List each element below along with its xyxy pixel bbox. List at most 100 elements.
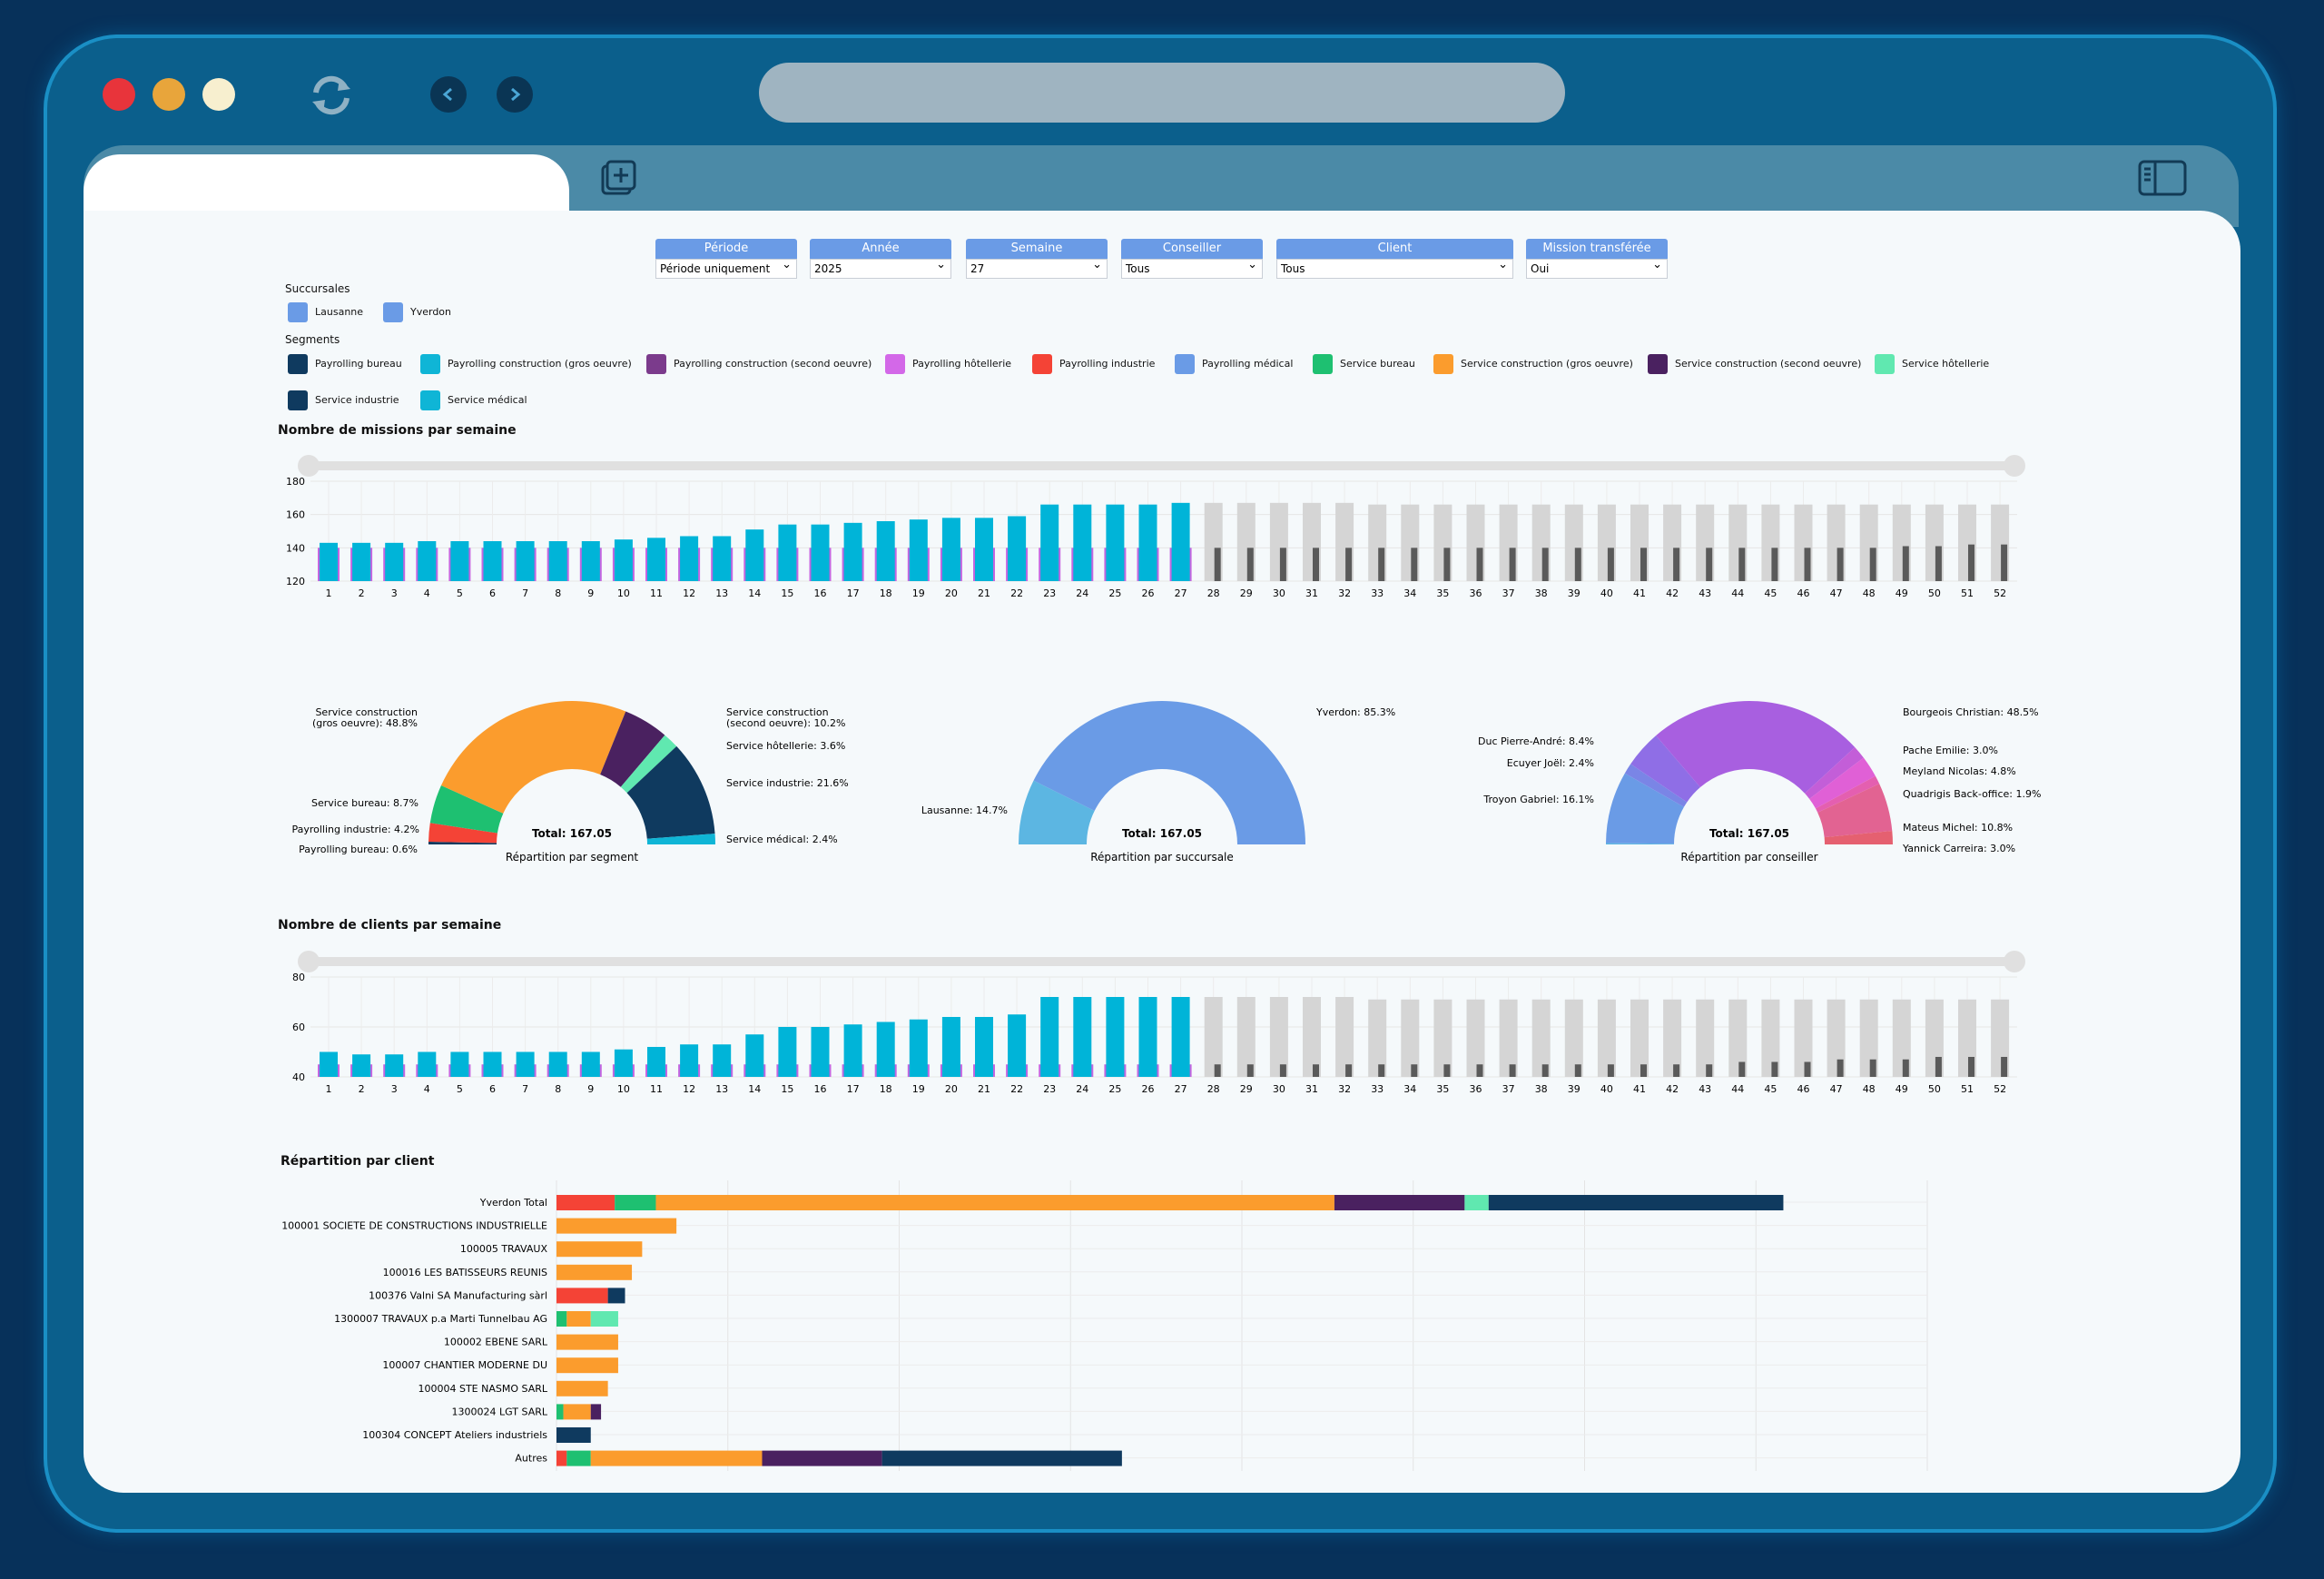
client-bar-segment[interactable]: [556, 1311, 567, 1327]
segment-legend-item[interactable]: Service hôtellerie: [1875, 354, 1989, 374]
previous-bar[interactable]: [1902, 1059, 1909, 1077]
url-bar[interactable]: [759, 63, 1565, 123]
donut-slice[interactable]: [1817, 784, 1893, 838]
client-bar-segment[interactable]: [1334, 1195, 1465, 1210]
previous-bar[interactable]: [1509, 548, 1516, 581]
week-bar[interactable]: [811, 1027, 830, 1077]
segment-legend-item[interactable]: Payrolling médical: [1175, 354, 1293, 374]
week-bar[interactable]: [1106, 504, 1125, 581]
donut-slice[interactable]: [1606, 773, 1684, 844]
week-bar[interactable]: [483, 1051, 502, 1078]
week-bar[interactable]: [581, 1051, 600, 1078]
client-bar-segment[interactable]: [1488, 1195, 1784, 1210]
week-bar[interactable]: [1138, 504, 1157, 581]
week-bar[interactable]: [1564, 999, 1583, 1077]
week-bar[interactable]: [745, 529, 764, 581]
week-bar[interactable]: [1597, 999, 1616, 1077]
donut-slice[interactable]: [428, 823, 497, 844]
refresh-icon[interactable]: [309, 73, 354, 118]
previous-bar[interactable]: [1902, 546, 1909, 582]
week-bar[interactable]: [418, 1051, 437, 1078]
week-bar[interactable]: [1073, 504, 1092, 581]
donut-slice[interactable]: [600, 711, 665, 787]
client-bar-segment[interactable]: [607, 1288, 625, 1304]
succursale-legend-item[interactable]: Lausanne: [288, 302, 363, 322]
week-bar[interactable]: [418, 541, 437, 581]
succursale-legend-item[interactable]: Yverdon: [383, 302, 451, 322]
new-tab-icon[interactable]: [599, 159, 637, 197]
donut-slice[interactable]: [1033, 701, 1305, 844]
week-bar[interactable]: [876, 1021, 895, 1078]
week-bar[interactable]: [450, 1051, 469, 1078]
week-bar[interactable]: [1433, 999, 1452, 1077]
filter-select[interactable]: Période uniquement: [655, 256, 797, 279]
previous-bar[interactable]: [1443, 1064, 1451, 1077]
week-bar[interactable]: [1073, 997, 1092, 1077]
client-bar-segment[interactable]: [556, 1288, 608, 1304]
donut-slice[interactable]: [440, 701, 626, 814]
week-bar[interactable]: [975, 1017, 993, 1077]
donut-slice[interactable]: [1805, 746, 1864, 799]
week-bar[interactable]: [320, 1051, 338, 1078]
client-bar-segment[interactable]: [1464, 1195, 1489, 1210]
segment-legend-item[interactable]: Payrolling construction (second oeuvre): [646, 354, 872, 374]
week-bar[interactable]: [1236, 997, 1256, 1077]
week-bar[interactable]: [1008, 516, 1027, 582]
week-bar[interactable]: [614, 539, 633, 581]
donut-slice[interactable]: [1630, 735, 1700, 803]
week-bar[interactable]: [745, 1034, 764, 1077]
previous-bar[interactable]: [1214, 1064, 1221, 1077]
donut-slice[interactable]: [1656, 700, 1856, 794]
back-button[interactable]: [430, 76, 467, 113]
week-bar[interactable]: [647, 538, 665, 581]
client-bar-segment[interactable]: [615, 1195, 656, 1210]
segment-legend-item[interactable]: Service construction (second oeuvre): [1648, 354, 1861, 374]
previous-bar[interactable]: [1313, 548, 1319, 581]
week-bar[interactable]: [713, 536, 732, 582]
previous-bar[interactable]: [1706, 1064, 1713, 1077]
week-bar[interactable]: [778, 524, 797, 581]
previous-bar[interactable]: [2001, 1057, 2008, 1077]
week-bar[interactable]: [713, 1044, 732, 1077]
client-bar-segment[interactable]: [655, 1195, 1334, 1210]
previous-bar[interactable]: [2001, 544, 2008, 581]
segment-legend-item[interactable]: Payrolling construction (gros oeuvre): [420, 354, 632, 374]
week-bar[interactable]: [581, 541, 600, 581]
previous-bar[interactable]: [1968, 544, 1974, 581]
week-bar[interactable]: [1008, 1014, 1027, 1077]
week-bar[interactable]: [548, 1051, 567, 1078]
previous-bar[interactable]: [1411, 548, 1418, 581]
range-slider-handle-right[interactable]: [2004, 455, 2025, 477]
client-bar-segment[interactable]: [556, 1380, 608, 1396]
client-bar-segment[interactable]: [556, 1404, 564, 1420]
donut-slice[interactable]: [626, 745, 715, 839]
previous-bar[interactable]: [1279, 548, 1286, 581]
segment-legend-item[interactable]: Service construction (gros oeuvre): [1433, 354, 1633, 374]
previous-bar[interactable]: [1738, 548, 1746, 581]
week-bar[interactable]: [1040, 504, 1059, 581]
week-bar[interactable]: [1531, 999, 1551, 1077]
week-bar[interactable]: [1892, 999, 1911, 1077]
client-bar-segment[interactable]: [556, 1264, 633, 1280]
client-bar-segment[interactable]: [881, 1450, 1122, 1466]
week-bar[interactable]: [614, 1049, 633, 1077]
previous-bar[interactable]: [1509, 1064, 1516, 1077]
previous-bar[interactable]: [1443, 548, 1451, 581]
client-bar-segment[interactable]: [556, 1427, 591, 1443]
previous-bar[interactable]: [1804, 548, 1811, 581]
week-bar[interactable]: [1728, 999, 1748, 1077]
client-bar-segment[interactable]: [590, 1311, 618, 1327]
previous-bar[interactable]: [1214, 548, 1221, 581]
client-bar-segment[interactable]: [566, 1311, 591, 1327]
week-bar[interactable]: [548, 541, 567, 581]
previous-bar[interactable]: [1574, 1064, 1581, 1077]
previous-bar[interactable]: [1246, 1064, 1254, 1077]
close-window-button[interactable]: [103, 78, 135, 111]
donut-slice[interactable]: [1824, 831, 1893, 844]
week-bar[interactable]: [516, 1051, 535, 1078]
previous-bar[interactable]: [1804, 1061, 1811, 1078]
filter-select[interactable]: Tous: [1121, 256, 1263, 279]
week-bar[interactable]: [1761, 999, 1780, 1077]
previous-bar[interactable]: [1673, 1064, 1680, 1077]
week-bar[interactable]: [909, 1019, 928, 1077]
